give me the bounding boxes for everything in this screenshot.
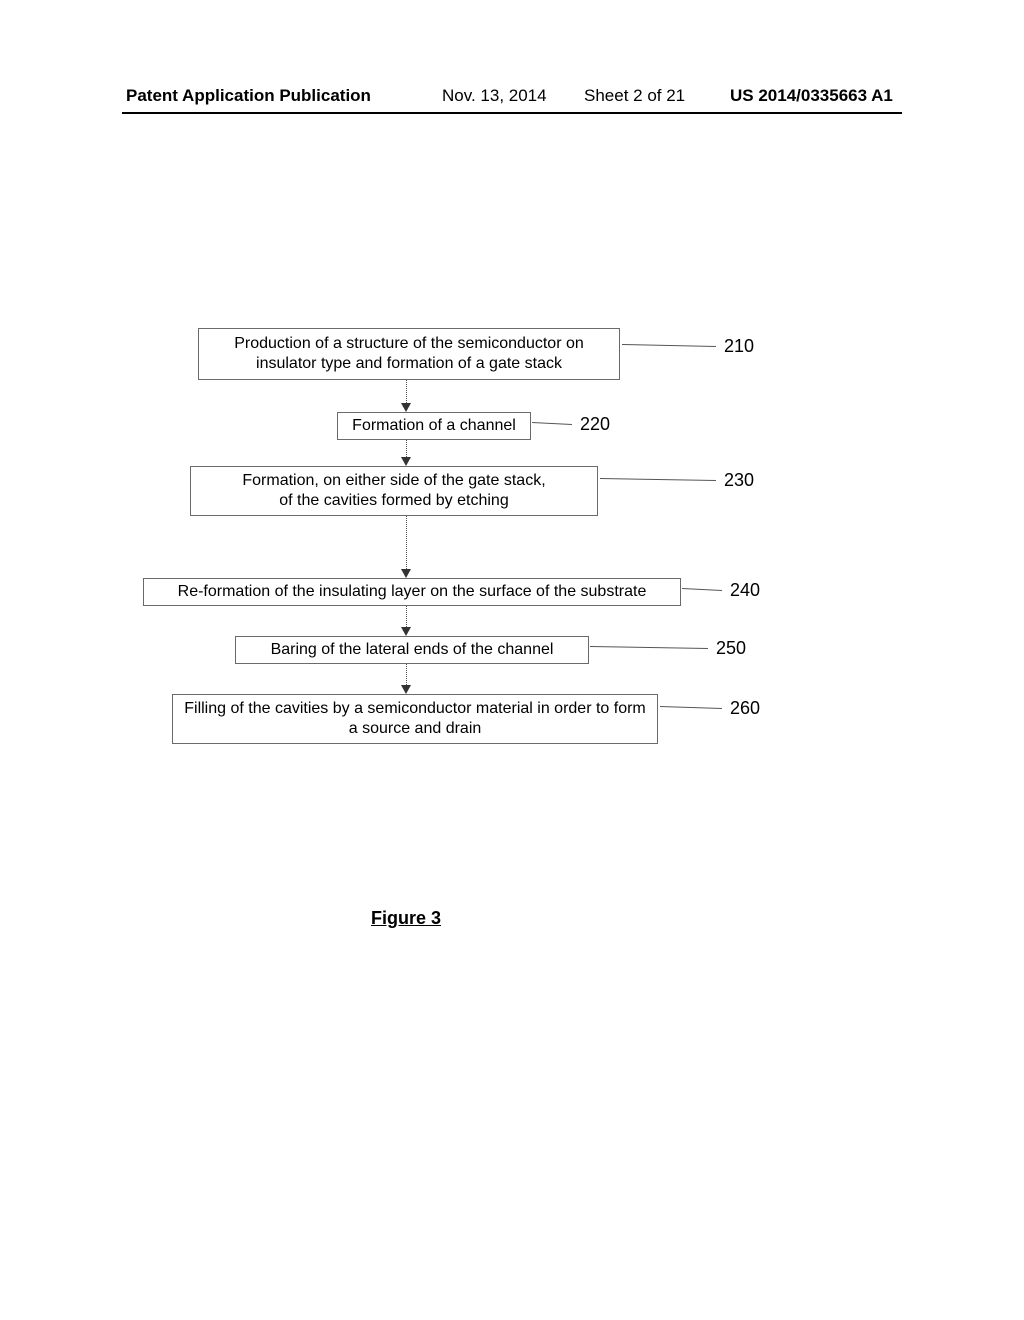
flow-arrow	[406, 380, 407, 403]
flow-node-230: Formation, on either side of the gate st…	[190, 466, 598, 516]
leader-line	[532, 422, 572, 425]
flow-arrow	[406, 606, 407, 627]
ref-label-210: 210	[724, 336, 754, 357]
ref-label-220: 220	[580, 414, 610, 435]
flow-arrow	[406, 516, 407, 569]
leader-line	[622, 344, 716, 347]
flow-arrow	[406, 664, 407, 685]
leader-line	[600, 478, 716, 481]
ref-label-230: 230	[724, 470, 754, 491]
ref-label-260: 260	[730, 698, 760, 719]
leader-line	[660, 706, 722, 709]
patent-page: Patent Application Publication Nov. 13, …	[0, 0, 1024, 1320]
flow-node-240: Re-formation of the insulating layer on …	[143, 578, 681, 606]
arrow-head-icon	[401, 627, 411, 636]
arrow-head-icon	[401, 569, 411, 578]
arrow-head-icon	[401, 403, 411, 412]
header-rule	[122, 112, 902, 114]
arrow-head-icon	[401, 685, 411, 694]
leader-line	[682, 588, 722, 591]
publication-date: Nov. 13, 2014	[442, 86, 547, 106]
sheet-number: Sheet 2 of 21	[584, 86, 685, 106]
figure-caption: Figure 3	[371, 908, 441, 929]
flow-node-250: Baring of the lateral ends of the channe…	[235, 636, 589, 664]
ref-label-250: 250	[716, 638, 746, 659]
flow-arrow	[406, 440, 407, 457]
publication-type: Patent Application Publication	[126, 86, 371, 106]
leader-line	[590, 646, 708, 649]
flow-node-210: Production of a structure of the semicon…	[198, 328, 620, 380]
arrow-head-icon	[401, 457, 411, 466]
flow-node-260: Filling of the cavities by a semiconduct…	[172, 694, 658, 744]
flow-node-220: Formation of a channel	[337, 412, 531, 440]
publication-number: US 2014/0335663 A1	[730, 86, 893, 106]
ref-label-240: 240	[730, 580, 760, 601]
